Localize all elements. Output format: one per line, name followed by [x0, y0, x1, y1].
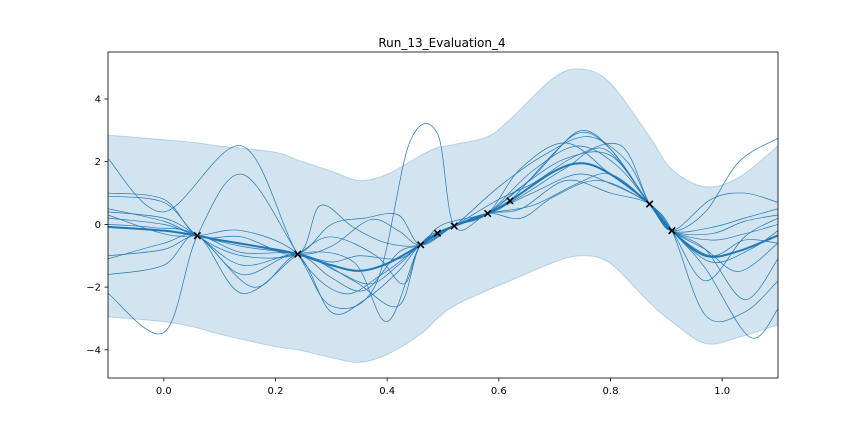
plot-area: [108, 68, 778, 363]
y-axis: −4 −2 0 2 4: [86, 95, 108, 356]
confidence-band: [108, 68, 778, 363]
y-tick-label: −2: [86, 283, 101, 294]
x-tick-label: 0.4: [379, 386, 395, 397]
observation-point-1: [193, 231, 202, 240]
x-tick-label: 0.6: [491, 386, 507, 397]
x-tick-label: 0.8: [603, 386, 619, 397]
observation-point-6: [483, 209, 492, 218]
y-tick-label: 4: [95, 95, 101, 106]
observation-point-8: [645, 200, 654, 208]
observation-point-3: [416, 241, 425, 249]
x-tick-label: 0.2: [268, 386, 284, 397]
x-tick-label: 1.0: [714, 386, 730, 397]
axes-frame: [107, 51, 779, 379]
sample-line-4: [108, 123, 778, 335]
y-tick-label: −4: [86, 345, 101, 356]
observation-point-9: [668, 226, 676, 235]
observation-point-5: [450, 222, 458, 230]
chart-title: Run_13_Evaluation_4: [378, 36, 505, 50]
x-tick-label: 0.0: [156, 386, 172, 397]
x-axis: 0.0 0.2 0.4 0.6 0.8 1.0: [156, 378, 730, 397]
y-tick-label: 0: [95, 220, 101, 231]
observation-point-4: [433, 229, 442, 237]
mean-line: [108, 162, 778, 272]
y-tick-label: 2: [95, 157, 101, 168]
observation-point-7: [506, 197, 514, 205]
observation-point-2: [294, 250, 302, 258]
observation-markers: [193, 197, 676, 258]
